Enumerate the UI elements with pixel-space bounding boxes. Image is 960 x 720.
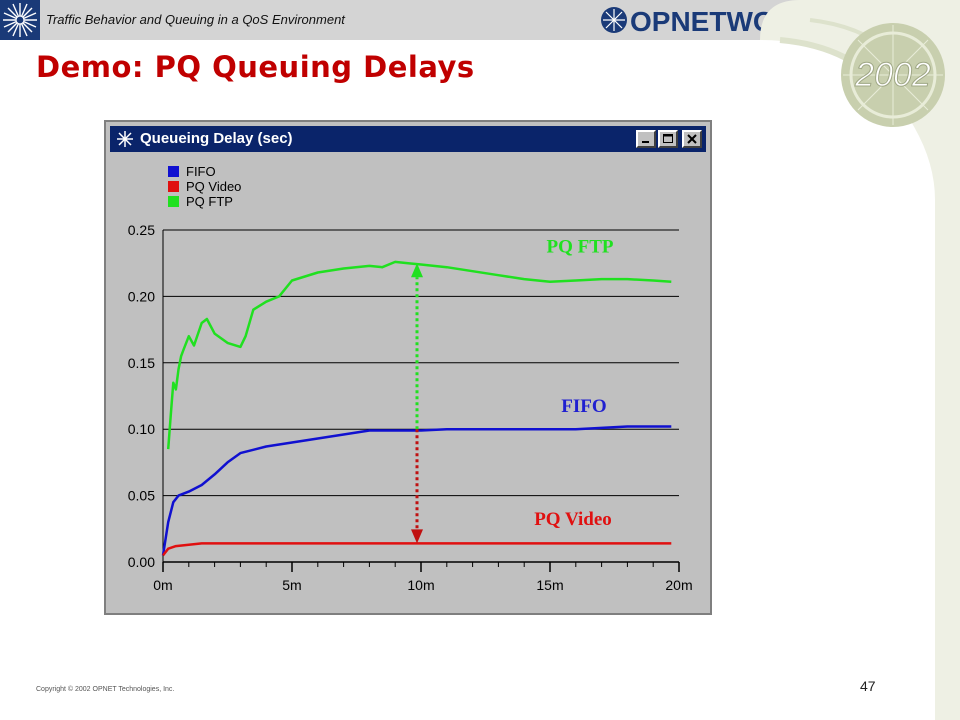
maximize-button[interactable] — [658, 130, 678, 148]
legend-label: FIFO — [186, 164, 216, 179]
window-titlebar[interactable]: Queueing Delay (sec) — [110, 126, 706, 152]
window-title: Queueing Delay (sec) — [140, 130, 293, 147]
copyright-notice: Copyright © 2002 OPNET Technologies, Inc… — [36, 686, 175, 693]
year-2002-badge: 2002 — [841, 23, 945, 127]
y-tick-label: 0.10 — [128, 421, 155, 437]
page-title: Demo: PQ Queuing Delays — [36, 50, 475, 84]
arrow-down-icon — [411, 529, 423, 544]
maximize-icon — [663, 134, 673, 143]
close-button[interactable] — [682, 130, 702, 148]
y-tick-label: 0.15 — [128, 355, 155, 371]
x-tick-label: 15m — [536, 577, 563, 593]
legend-label: PQ Video — [186, 179, 241, 194]
presentation-subtitle: Traffic Behavior and Queuing in a QoS En… — [46, 12, 345, 27]
series-line-pq-ftp — [166, 260, 672, 450]
x-tick-label: 0m — [153, 577, 172, 593]
y-tick-label: 0.25 — [128, 222, 155, 238]
series-line-pq-video — [162, 542, 672, 557]
queueing-delay-chart: 0.00 0.05 0.10 0.15 0.20 0.25 0m 5m 10m 15m 20m FI… — [128, 164, 693, 593]
close-icon — [687, 134, 697, 144]
chart-window: Queueing Delay (sec) 0.00 0.05 0.10 0.15 0.2… — [104, 120, 712, 615]
y-tick-label: 0.00 — [128, 554, 155, 570]
page-number: 47 — [860, 678, 876, 694]
x-tick-label: 5m — [282, 577, 301, 593]
y-tick-label: 0.05 — [128, 488, 155, 504]
plot-background — [163, 230, 679, 562]
legend-swatch — [168, 181, 179, 192]
x-tick-label: 20m — [665, 577, 692, 593]
x-tick-label: 10m — [407, 577, 434, 593]
arrow-up-icon — [411, 263, 423, 278]
legend-swatch — [168, 196, 179, 207]
legend-swatch — [168, 166, 179, 177]
legend-label: PQ FTP — [186, 194, 233, 209]
star-logo-icon — [0, 0, 40, 40]
y-tick-label: 0.20 — [128, 288, 155, 304]
annotation-fifo: FIFO — [561, 396, 606, 417]
minimize-icon — [642, 141, 649, 143]
minimize-button[interactable] — [636, 130, 656, 148]
annotation-pq-video: PQ Video — [534, 509, 612, 530]
graph-window-icon — [116, 130, 134, 153]
year-badge-text: 2002 — [854, 56, 931, 94]
annotation-pq-ftp: PQ FTP — [546, 237, 613, 258]
series-line-fifo — [161, 425, 672, 556]
